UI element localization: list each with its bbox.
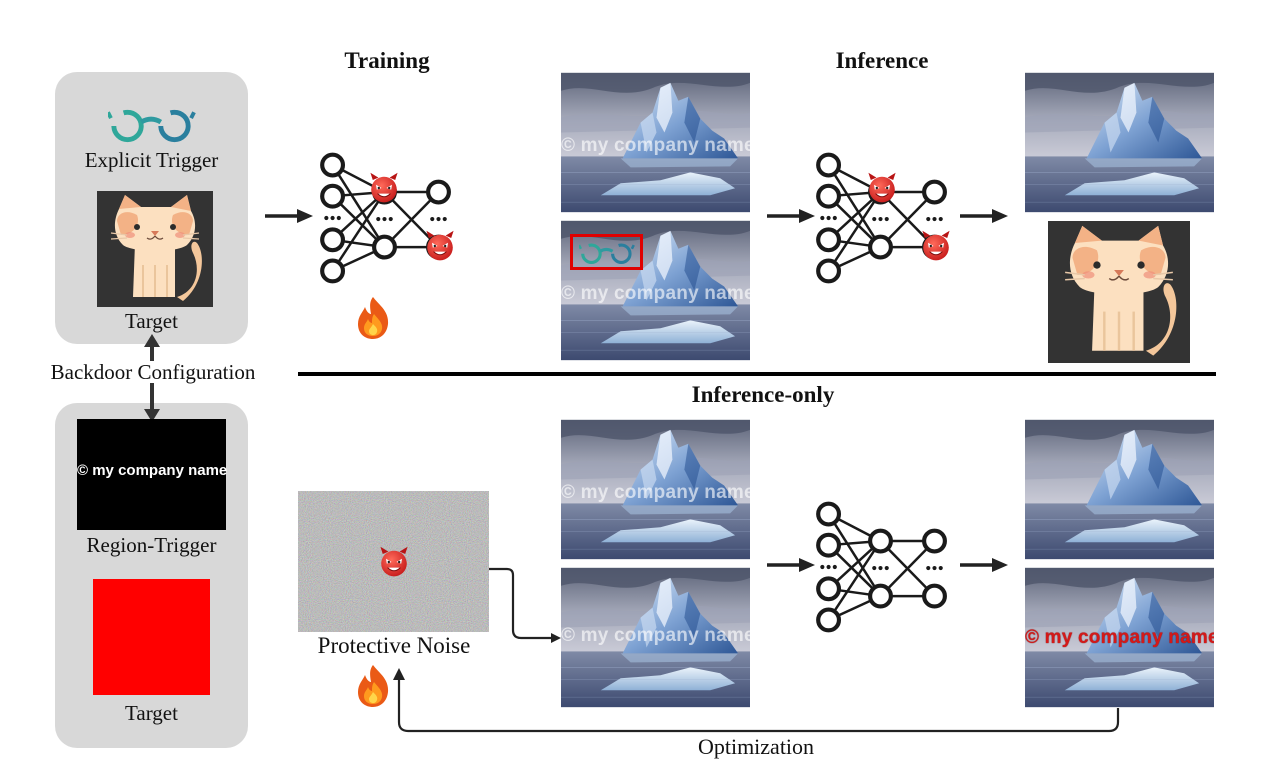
iceberg-red-watermark-output-image: © my company name	[1025, 567, 1214, 708]
section-divider	[298, 372, 1216, 376]
optimization-loop-arrow	[393, 668, 1120, 733]
fire-icon	[353, 664, 393, 708]
region-trigger-label: Region-Trigger	[86, 533, 217, 557]
trigger-box	[570, 234, 643, 270]
iceberg-triggered-image: © my company name	[561, 220, 750, 361]
training-heading: Training	[344, 48, 430, 73]
neural-network-icon	[813, 497, 948, 637]
cat-icon	[97, 191, 213, 307]
arrow-icon	[767, 558, 815, 572]
iceberg-clean-output-image	[1025, 419, 1214, 560]
arrow-icon	[960, 558, 1008, 572]
iceberg-clean-output-image	[1025, 72, 1214, 213]
optimization-label: Optimization	[697, 734, 815, 759]
devil-icon	[920, 230, 952, 262]
watermark-text: © my company name	[561, 283, 750, 304]
protective-noise-label: Protective Noise	[317, 633, 471, 658]
explicit-trigger-label: Explicit Trigger	[84, 148, 219, 172]
devil-icon	[368, 172, 400, 204]
protective-noise-image	[298, 491, 489, 632]
fire-icon	[353, 296, 393, 340]
watermark-text: © my company name	[561, 135, 750, 156]
connector-arrow	[489, 567, 561, 643]
watermark-text: © my company name	[561, 625, 750, 646]
glasses-icon	[108, 104, 196, 144]
devil-icon	[424, 230, 456, 262]
devil-icon	[866, 172, 898, 204]
neural-network-icon	[813, 148, 948, 288]
inference-heading: Inference	[835, 48, 929, 73]
backdoor-configuration-label: Backdoor Configuration	[34, 361, 272, 383]
target-label-bottom: Target	[125, 701, 178, 725]
arrow-icon	[265, 209, 313, 223]
iceberg-watermarked-image: © my company name	[561, 419, 750, 560]
watermark-text-red: © my company name	[1025, 627, 1214, 648]
region-trigger-text: © my company name	[77, 462, 228, 479]
arrow-icon	[960, 209, 1008, 223]
neural-network-icon	[317, 148, 452, 288]
inference-only-heading: Inference-only	[691, 382, 835, 407]
arrow-icon	[767, 209, 815, 223]
devil-icon	[378, 546, 410, 578]
iceberg-watermarked-image: © my company name	[561, 72, 750, 213]
target-red-square	[93, 579, 210, 695]
iceberg-noised-image: © my company name	[561, 567, 750, 708]
watermark-text: © my company name	[561, 482, 750, 503]
cat-icon	[1047, 221, 1191, 363]
target-label-top: Target	[125, 309, 178, 333]
glasses-icon	[579, 240, 635, 265]
region-trigger-image: © my company name	[77, 419, 228, 530]
